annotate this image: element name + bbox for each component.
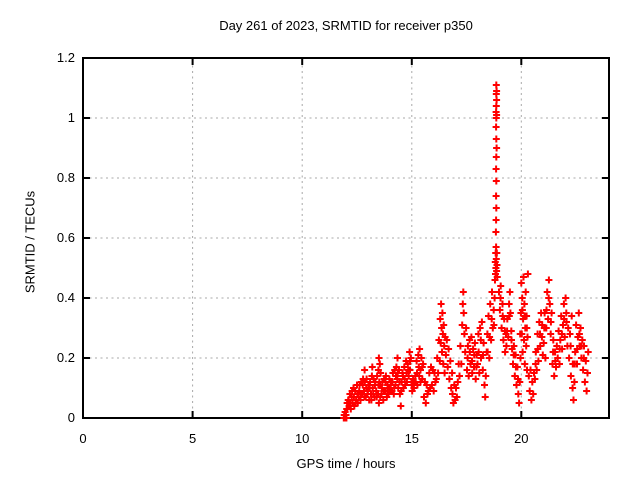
x-tick-label: 0 [79,431,86,446]
tick-marks [82,57,609,419]
x-axis-title: GPS time / hours [296,456,396,471]
x-tick-labels: 0 5 10 15 20 [79,431,528,446]
y-tick-label: 0.4 [57,290,75,305]
y-tick-labels: 0 0.2 0.4 0.6 0.8 1 1.2 [57,50,75,425]
y-tick-label: 0.2 [57,350,75,365]
x-tick-label: 15 [405,431,419,446]
x-tick-label: 20 [514,431,528,446]
data-points-series [340,81,592,422]
y-tick-label: 0.6 [57,230,75,245]
y-tick-label: 0.8 [57,170,75,185]
x-tick-label: 10 [295,431,309,446]
y-tick-label: 1.2 [57,50,75,65]
x-tick-label: 5 [189,431,196,446]
y-tick-label: 0 [68,410,75,425]
y-tick-label: 1 [68,110,75,125]
grid-lines [84,60,608,417]
chart-title: Day 261 of 2023, SRMTID for receiver p35… [219,18,473,33]
